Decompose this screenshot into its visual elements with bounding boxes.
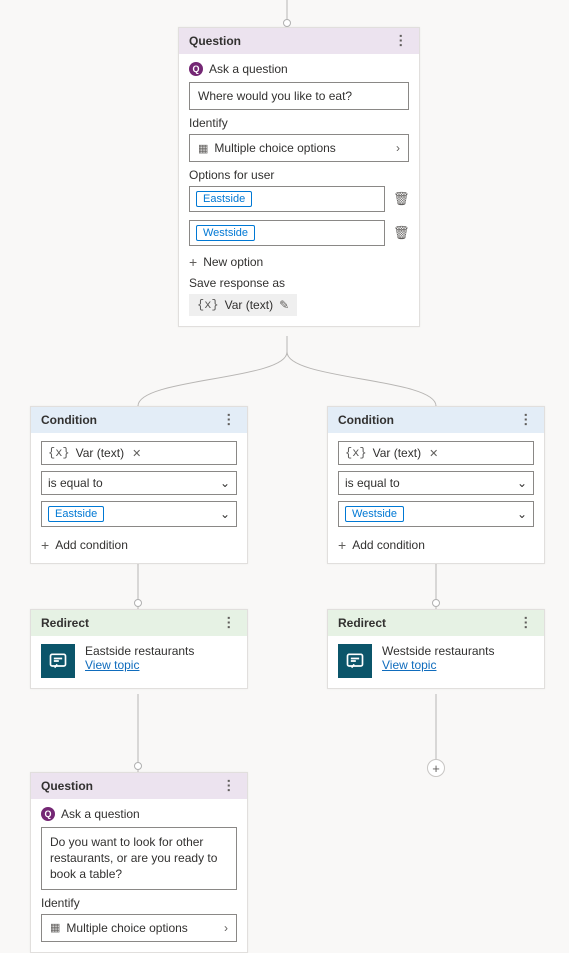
node-dot [134, 762, 142, 770]
chevron-down-icon: ⌄ [220, 476, 230, 490]
plus-icon: + [338, 537, 346, 553]
new-option-button[interactable]: + New option [189, 254, 409, 270]
topic-icon [41, 644, 75, 678]
add-condition-button[interactable]: + Add condition [41, 537, 237, 553]
condition-variable-select[interactable]: {x} Var (text) ✕ [41, 441, 237, 465]
card-menu-icon[interactable]: ⋯ [523, 413, 531, 428]
var-name: Var (text) [225, 298, 273, 312]
value-chip: Westside [345, 506, 404, 522]
view-topic-link[interactable]: View topic [85, 658, 194, 672]
question-prompt-input[interactable]: Where would you like to eat? [189, 82, 409, 110]
card-title: Condition [338, 413, 394, 427]
option-input-2[interactable]: Westside [189, 220, 385, 246]
add-node-button[interactable]: + [427, 759, 445, 777]
ask-question-label: Ask a question [209, 62, 288, 76]
card-title: Redirect [41, 616, 89, 630]
node-dot [432, 599, 440, 607]
question-icon: Q [41, 807, 55, 821]
var-name: Var (text) [76, 446, 124, 460]
card-title: Condition [41, 413, 97, 427]
plus-icon: + [41, 537, 49, 553]
identify-label: Identify [41, 896, 237, 910]
chevron-down-icon: ⌄ [517, 507, 527, 521]
card-title: Question [41, 779, 93, 793]
redirect-card-left: Redirect ⋯ Eastside restaurants View top… [30, 609, 248, 689]
delete-option-icon[interactable]: 🗑 [393, 191, 409, 207]
condition-value-select[interactable]: Westside ⌄ [338, 501, 534, 527]
topic-icon [338, 644, 372, 678]
node-dot [283, 19, 291, 27]
chevron-right-icon: › [224, 921, 228, 935]
condition-value-select[interactable]: Eastside ⌄ [41, 501, 237, 527]
card-menu-icon[interactable]: ⋯ [226, 779, 234, 794]
card-title: Question [189, 34, 241, 48]
operator-text: is equal to [48, 476, 103, 490]
option-chip: Westside [196, 225, 255, 241]
condition-variable-select[interactable]: {x} Var (text) ✕ [338, 441, 534, 465]
condition-card-left: Condition ⋯ {x} Var (text) ✕ is equal to… [30, 406, 248, 564]
view-topic-link[interactable]: View topic [382, 658, 495, 672]
var-icon: {x} [48, 446, 70, 460]
card-title: Redirect [338, 616, 386, 630]
redirect-card-right: Redirect ⋯ Westside restaurants View top… [327, 609, 545, 689]
var-name: Var (text) [373, 446, 421, 460]
add-condition-label: Add condition [352, 538, 425, 552]
option-chip: Eastside [196, 191, 252, 207]
edit-icon[interactable]: ✎ [279, 298, 289, 312]
new-option-label: New option [203, 255, 263, 269]
chevron-down-icon: ⌄ [517, 476, 527, 490]
grid-icon: ▦ [198, 142, 208, 155]
value-chip: Eastside [48, 506, 104, 522]
identify-label: Identify [189, 116, 409, 130]
identify-select[interactable]: ▦ Multiple choice options › [41, 914, 237, 942]
identify-value: Multiple choice options [66, 921, 187, 935]
condition-operator-select[interactable]: is equal to ⌄ [41, 471, 237, 495]
ask-question-label: Ask a question [61, 807, 140, 821]
redirect-title: Westside restaurants [382, 644, 495, 658]
card-menu-icon[interactable]: ⋯ [523, 616, 531, 631]
redirect-title: Eastside restaurants [85, 644, 194, 658]
plus-icon: + [189, 254, 197, 270]
condition-operator-select[interactable]: is equal to ⌄ [338, 471, 534, 495]
question-card: Question ⋯ Q Ask a question Where would … [178, 27, 420, 327]
variable-chip[interactable]: {x} Var (text) ✎ [189, 294, 297, 316]
chevron-right-icon: › [396, 141, 400, 155]
operator-text: is equal to [345, 476, 400, 490]
question-card-2: Question ⋯ Q Ask a question Do you want … [30, 772, 248, 953]
add-condition-button[interactable]: + Add condition [338, 537, 534, 553]
clear-icon[interactable]: ✕ [429, 447, 438, 460]
condition-card-right: Condition ⋯ {x} Var (text) ✕ is equal to… [327, 406, 545, 564]
options-label: Options for user [189, 168, 409, 182]
option-input-1[interactable]: Eastside [189, 186, 385, 212]
var-icon: {x} [345, 446, 367, 460]
save-response-label: Save response as [189, 276, 409, 290]
var-icon: {x} [197, 298, 219, 312]
card-menu-icon[interactable]: ⋯ [398, 34, 406, 49]
chevron-down-icon: ⌄ [220, 507, 230, 521]
node-dot [134, 599, 142, 607]
identify-value: Multiple choice options [214, 141, 335, 155]
identify-select[interactable]: ▦ Multiple choice options › [189, 134, 409, 162]
question-icon: Q [189, 62, 203, 76]
card-menu-icon[interactable]: ⋯ [226, 616, 234, 631]
add-condition-label: Add condition [55, 538, 128, 552]
question-prompt-input[interactable]: Do you want to look for other restaurant… [41, 827, 237, 890]
card-menu-icon[interactable]: ⋯ [226, 413, 234, 428]
delete-option-icon[interactable]: 🗑 [393, 225, 409, 241]
grid-icon: ▦ [50, 921, 60, 934]
clear-icon[interactable]: ✕ [132, 447, 141, 460]
